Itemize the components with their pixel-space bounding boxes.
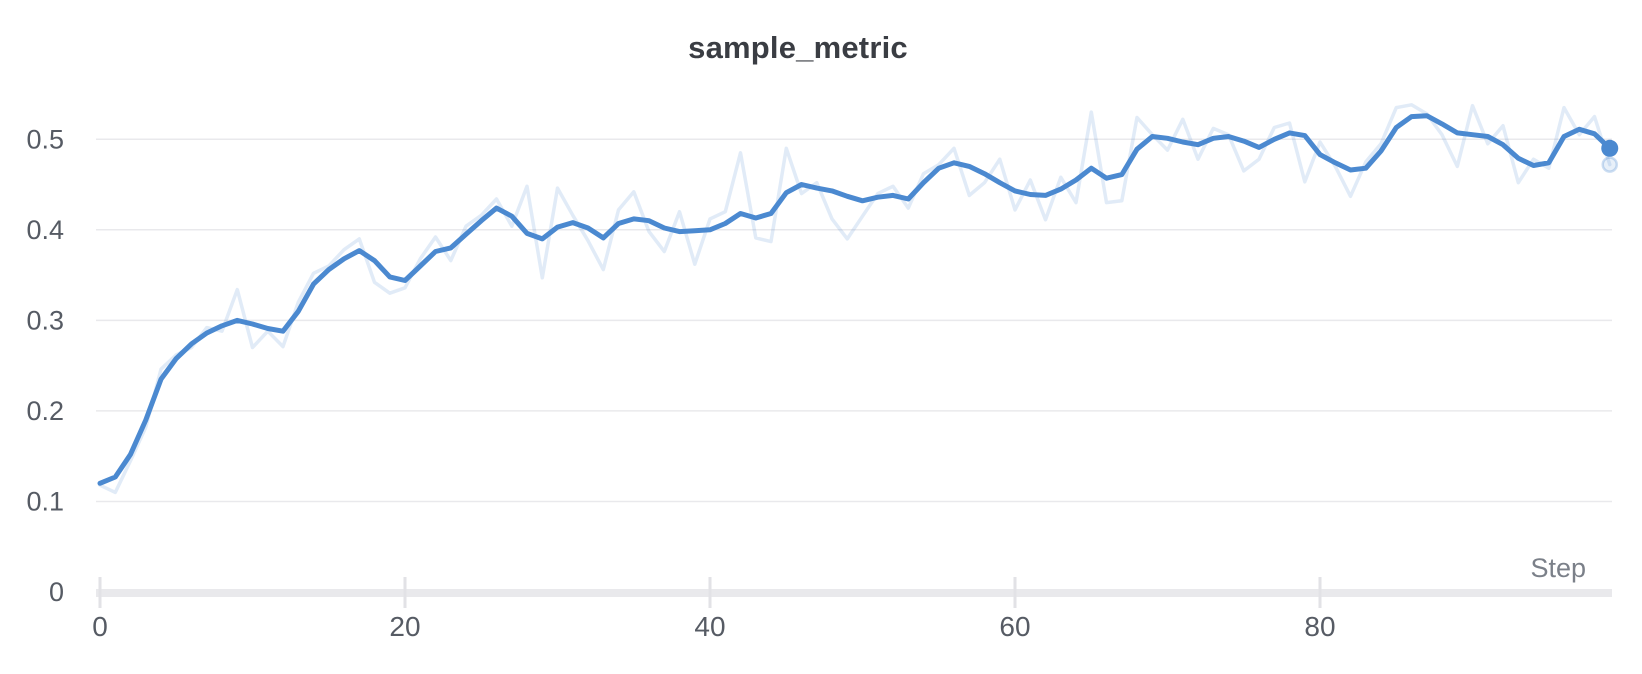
series-layer xyxy=(97,103,1619,495)
grid-layer xyxy=(96,138,1612,503)
y-tick-label: 0.1 xyxy=(26,486,64,516)
raw-series-line xyxy=(98,103,1612,495)
y-tick-label: 0 xyxy=(49,577,64,607)
y-tick-label: 0.3 xyxy=(26,305,64,335)
x-tick-label: 20 xyxy=(389,611,420,642)
smoothed-series-line xyxy=(97,113,1613,486)
raw-end-marker xyxy=(1601,156,1618,173)
x-tick-label: 0 xyxy=(92,611,108,642)
x-axis-bar xyxy=(96,589,1612,597)
x-tick-mark xyxy=(98,577,102,608)
y-tick-label: 0.2 xyxy=(26,396,64,426)
x-tick-label: 60 xyxy=(999,611,1030,642)
smoothed-end-marker xyxy=(1601,139,1619,157)
axis-layer xyxy=(96,577,1612,608)
y-tick-label: 0.4 xyxy=(26,215,64,245)
x-tick-mark xyxy=(1318,577,1322,608)
y-tick-label: 0.5 xyxy=(26,124,64,154)
x-tick-mark xyxy=(403,577,407,608)
x-axis-title: Step xyxy=(1530,553,1586,583)
x-tick-mark xyxy=(1013,577,1017,608)
x-tick-mark xyxy=(708,577,712,608)
chart-title: sample_metric xyxy=(688,30,908,65)
x-tick-label: 80 xyxy=(1304,611,1335,642)
x-tick-label: 40 xyxy=(694,611,725,642)
label-layer: 0 0.1 0.2 0.3 0.4 0.5 0 20 40 60 80 xyxy=(26,124,1335,642)
